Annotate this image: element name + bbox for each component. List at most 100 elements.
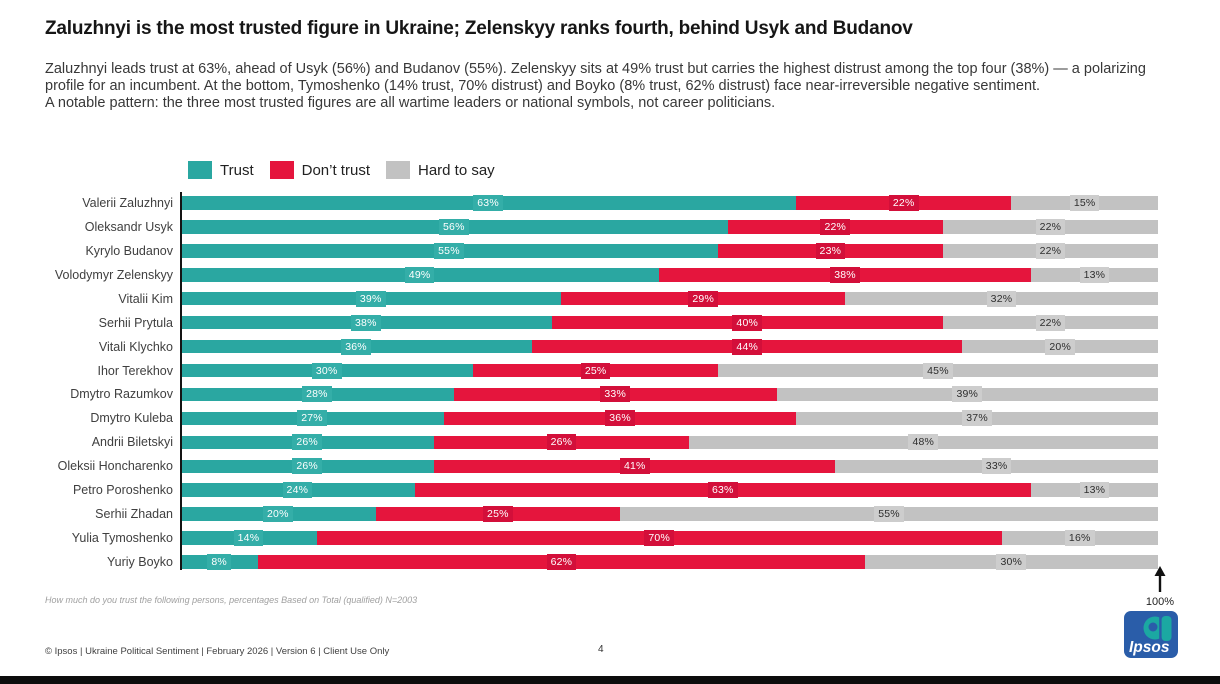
trust-value-label: 26% xyxy=(292,458,322,475)
chart-row: Yuriy Boyko 8% 62% 30% xyxy=(40,550,1158,574)
chart-row: Kyrylo Budanov 55% 23% 22% xyxy=(40,239,1158,263)
trust-segment: 38% xyxy=(180,314,552,331)
hard-value-label: 39% xyxy=(952,386,983,403)
hard-segment: 45% xyxy=(717,362,1158,379)
stacked-bar: 38% 40% 22% xyxy=(180,314,1158,331)
stacked-bar-chart: Valerii Zaluzhnyi 63% 22% 15% Oleksandr Usyk… xyxy=(40,191,1158,574)
trust-segment: 39% xyxy=(180,290,562,307)
trust-value-label: 24% xyxy=(282,482,313,499)
hard-value-label: 16% xyxy=(1064,530,1095,547)
hard-value-label: 37% xyxy=(962,410,992,427)
dont-value-label: 70% xyxy=(644,530,675,547)
trust-segment: 24% xyxy=(180,482,415,499)
axis-up-arrow-icon xyxy=(1152,566,1168,593)
legend-label-dont-trust: Don’t trust xyxy=(301,161,370,179)
legend-item-dont-trust: Don’t trust xyxy=(269,161,370,179)
stacked-bar: 24% 63% 13% xyxy=(180,482,1158,499)
dont-value-label: 25% xyxy=(483,506,513,523)
hard-segment: 33% xyxy=(835,458,1158,475)
trust-segment: 26% xyxy=(180,458,435,475)
person-name: Vitali Klychko xyxy=(98,339,173,354)
dont-value-label: 26% xyxy=(546,434,577,451)
page-number: 4 xyxy=(598,644,604,655)
trust-value-label: 8% xyxy=(207,554,231,571)
chart-row: Vitalii Kim 39% 29% 32% xyxy=(40,287,1158,311)
hard-value-label: 22% xyxy=(1035,218,1066,235)
person-name: Dmytro Kuleba xyxy=(90,411,173,426)
summary-paragraph-1: Zaluzhnyi leads trust at 63%, ahead of U… xyxy=(45,61,1146,94)
stacked-bar: 30% 25% 45% xyxy=(180,362,1158,379)
trust-value-label: 26% xyxy=(292,434,322,451)
stacked-bar: 20% 25% 55% xyxy=(180,506,1158,523)
chart-row: Dmytro Kuleba 27% 36% 37% xyxy=(40,406,1158,430)
dont-segment: 25% xyxy=(473,362,718,379)
hard-segment: 22% xyxy=(942,218,1158,235)
dont-segment: 33% xyxy=(453,386,777,403)
stacked-bar: 49% 38% 13% xyxy=(180,266,1158,283)
hard-value-label: 22% xyxy=(1035,314,1066,331)
hard-value-label: 33% xyxy=(981,458,1012,475)
stacked-bar: 63% 22% 15% xyxy=(180,194,1158,211)
stacked-bar: 56% 22% 22% xyxy=(180,218,1158,235)
dont-segment: 40% xyxy=(551,314,943,331)
dont-segment: 23% xyxy=(717,242,943,259)
legend-label-trust: Trust xyxy=(220,161,254,179)
trust-swatch-icon xyxy=(188,161,212,179)
hard-segment: 22% xyxy=(942,242,1158,259)
dont-segment: 36% xyxy=(444,410,797,427)
summary-paragraph-2: A notable pattern: the three most truste… xyxy=(45,95,776,111)
hard-segment: 13% xyxy=(1030,482,1158,499)
trust-segment: 14% xyxy=(180,530,317,547)
dont-segment: 70% xyxy=(316,530,1002,547)
person-name: Vitalii Kim xyxy=(118,291,173,306)
person-name: Serhii Zhadan xyxy=(95,507,173,522)
trust-value-label: 36% xyxy=(341,338,371,355)
legend-item-hard-to-say: Hard to say xyxy=(385,161,495,179)
trust-segment: 28% xyxy=(180,386,454,403)
hard-value-label: 13% xyxy=(1079,482,1110,499)
chart-row: Ihor Terekhov 30% 25% 45% xyxy=(40,359,1158,383)
trust-value-label: 30% xyxy=(311,362,342,379)
axis-max-label: 100% xyxy=(1145,596,1175,608)
stacked-bar: 39% 29% 32% xyxy=(180,290,1158,307)
dont-segment: 38% xyxy=(659,266,1031,283)
hard-segment: 22% xyxy=(942,314,1158,331)
hard-value-label: 22% xyxy=(1035,242,1066,259)
hard-value-label: 20% xyxy=(1045,338,1075,355)
hard-value-label: 48% xyxy=(908,434,939,451)
hard-value-label: 30% xyxy=(996,554,1027,571)
person-name: Ihor Terekhov xyxy=(97,363,173,378)
hard-segment: 39% xyxy=(776,386,1158,403)
hard-segment: 20% xyxy=(962,338,1158,355)
trust-value-label: 20% xyxy=(262,506,293,523)
dont-value-label: 23% xyxy=(815,242,846,259)
dont-value-label: 22% xyxy=(820,218,851,235)
hard-segment: 16% xyxy=(1001,530,1158,547)
footnote: How much do you trust the following pers… xyxy=(45,595,418,605)
person-name: Kyrylo Budanov xyxy=(85,243,173,258)
chart-axis-line xyxy=(180,192,182,570)
hard-value-label: 13% xyxy=(1079,266,1110,283)
trust-segment: 27% xyxy=(180,410,445,427)
chart-row: Petro Poroshenko 24% 63% 13% xyxy=(40,478,1158,502)
dont-value-label: 29% xyxy=(688,290,719,307)
hard-to-say-swatch-icon xyxy=(385,161,410,179)
trust-value-label: 14% xyxy=(233,530,264,547)
trust-value-label: 49% xyxy=(404,266,435,283)
trust-segment: 56% xyxy=(180,218,728,235)
hard-segment: 30% xyxy=(864,554,1158,571)
hard-value-label: 32% xyxy=(986,290,1017,307)
person-name: Oleksii Honcharenko xyxy=(57,459,173,474)
trust-value-label: 28% xyxy=(302,386,332,403)
page-title: Zaluzhnyi is the most trusted figure in … xyxy=(45,18,913,39)
dont-segment: 41% xyxy=(434,458,836,475)
person-name: Oleksandr Usyk xyxy=(84,219,173,234)
trust-value-label: 38% xyxy=(351,314,381,331)
hard-segment: 55% xyxy=(620,506,1158,523)
person-name: Dmytro Razumkov xyxy=(70,387,173,402)
dont-value-label: 36% xyxy=(605,410,635,427)
person-name: Andrii Biletskyi xyxy=(91,435,173,450)
dont-value-label: 33% xyxy=(600,386,630,403)
chart-row: Vitali Klychko 36% 44% 20% xyxy=(40,335,1158,359)
